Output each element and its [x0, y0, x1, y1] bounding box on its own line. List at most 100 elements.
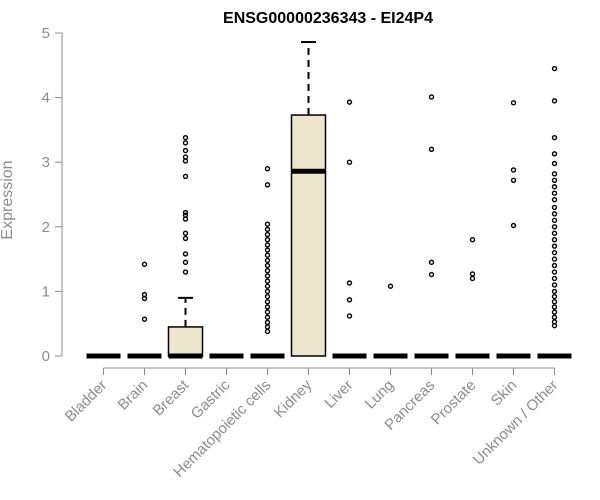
outlier-point [551, 282, 558, 288]
outlier-point [551, 304, 558, 310]
box-unknown-other [537, 65, 572, 359]
outlier-point [469, 237, 476, 243]
outlier-point [264, 299, 271, 305]
outlier-point [264, 242, 271, 248]
box-brain [127, 261, 162, 359]
outlier-point [264, 293, 271, 300]
x-tick-label: Bladder [62, 377, 111, 426]
outlier-point [264, 309, 271, 315]
outlier-point [551, 211, 558, 217]
outlier-point [428, 146, 435, 152]
outlier-point [182, 134, 189, 141]
outlier-point [551, 293, 558, 300]
outlier-point [182, 147, 189, 154]
outlier-point [182, 251, 189, 257]
x-tick-label: Prostate [428, 377, 480, 429]
outlier-point [346, 313, 353, 319]
y-axis: 0 1 2 3 4 5 [42, 25, 63, 365]
outlier-point [182, 235, 189, 242]
box-lung [373, 283, 408, 359]
outlier-point [551, 275, 558, 282]
outlier-point [182, 269, 189, 275]
outlier-point [182, 173, 189, 180]
y-tick-label: 3 [42, 154, 50, 171]
outlier-point [264, 273, 271, 279]
box-skin [496, 100, 531, 359]
outlier-point [428, 259, 435, 266]
outlier-point [551, 190, 558, 196]
outlier-point [182, 259, 189, 266]
outlier-point [469, 275, 476, 282]
outlier-point [264, 324, 271, 330]
box-hematopoietic-cells [250, 165, 285, 359]
outlier-point [264, 257, 271, 264]
x-tick-label: Skin [488, 377, 521, 410]
outlier-point [551, 171, 558, 177]
x-tick-label: Liver [321, 377, 356, 412]
outlier-point [510, 222, 517, 229]
outlier-point [264, 247, 271, 253]
outlier-point [551, 309, 558, 315]
outlier-point [264, 328, 271, 335]
outlier-point [182, 154, 189, 160]
outlier-point [510, 177, 517, 183]
box-kidney [290, 41, 327, 357]
outlier-point [264, 283, 271, 289]
outlier-point [551, 160, 558, 167]
outlier-point [551, 256, 558, 262]
outlier-point [141, 291, 148, 298]
x-tick-label: Breast [150, 376, 193, 419]
outlier-point [551, 184, 558, 190]
y-tick-label: 1 [42, 283, 50, 300]
outlier-point [469, 271, 476, 277]
outlier-point [510, 100, 517, 106]
outlier-point [264, 252, 271, 258]
box-breast [167, 134, 204, 359]
outlier-point [551, 204, 558, 211]
outlier-point [264, 231, 271, 238]
outlier-point [182, 140, 189, 146]
outlier-point [141, 316, 148, 322]
x-tick-label: Kidney [271, 376, 316, 421]
box-liver [332, 99, 367, 359]
box-pancreas [414, 94, 449, 359]
outlier-point [551, 314, 558, 320]
chart-title: ENSG00000236343 - EI24P4 [223, 10, 433, 27]
outlier-point [551, 288, 558, 295]
outlier-point [551, 237, 558, 243]
outlier-point [346, 280, 353, 286]
outlier-point [428, 271, 435, 278]
outlier-point [264, 268, 271, 274]
outlier-point [551, 217, 558, 224]
outlier-point [264, 314, 271, 320]
outlier-point [264, 288, 271, 295]
outlier-point [551, 65, 558, 72]
y-tick-label: 0 [42, 348, 50, 365]
outlier-point [428, 94, 435, 100]
outlier-point [551, 196, 558, 203]
outlier-point [387, 283, 394, 289]
x-tick-label: Brain [115, 377, 152, 414]
y-tick-label: 5 [42, 25, 50, 42]
outlier-point [551, 269, 558, 275]
outlier-point [264, 304, 271, 310]
outlier-point [264, 221, 271, 227]
outlier-point [551, 98, 558, 104]
outlier-point [264, 262, 271, 269]
outlier-point [551, 230, 558, 236]
outlier-point [182, 212, 189, 218]
outlier-point [551, 243, 558, 249]
outlier-point [264, 165, 271, 172]
outlier-point [551, 299, 558, 305]
outlier-point [551, 134, 558, 141]
box-body [290, 114, 327, 357]
y-tick-label: 2 [42, 219, 50, 236]
outlier-point [346, 159, 353, 165]
outlier-point [551, 249, 558, 256]
outlier-point [551, 177, 558, 183]
outlier-point [264, 278, 271, 284]
boxes [86, 41, 572, 359]
outlier-point [346, 99, 353, 105]
